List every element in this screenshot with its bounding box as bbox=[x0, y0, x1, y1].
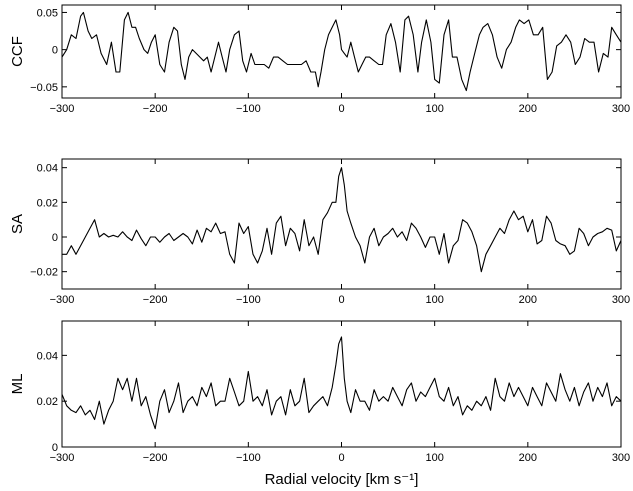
sa-xtick-label: −200 bbox=[143, 294, 168, 306]
ccf-xtick-label: −200 bbox=[143, 103, 168, 115]
ccf-ylabel: CCF bbox=[9, 36, 26, 67]
sa-ytick-label: 0.04 bbox=[37, 163, 58, 175]
ml-xtick-label: −100 bbox=[236, 452, 261, 464]
ml-xtick-label: 0 bbox=[338, 452, 344, 464]
sa-ytick-label: 0.02 bbox=[37, 197, 58, 209]
ccf-xtick-label: 0 bbox=[338, 103, 344, 115]
sa-axes-frame bbox=[62, 159, 621, 289]
ml-xtick-label: 200 bbox=[519, 452, 537, 464]
ml-ytick-label: 0 bbox=[52, 442, 58, 454]
ml-ylabel: ML bbox=[9, 374, 26, 395]
ccf-ytick-label: 0 bbox=[52, 45, 58, 57]
ml-xtick-label: 300 bbox=[612, 452, 630, 464]
sa-xtick-label: −300 bbox=[50, 294, 75, 306]
ccf-xtick-label: −300 bbox=[50, 103, 75, 115]
sa-ytick-label: −0.02 bbox=[30, 267, 58, 279]
sa-xtick-label: 300 bbox=[612, 294, 630, 306]
ccf-series-line bbox=[62, 12, 621, 90]
ml-panel: −300 −200 −100 0 100 200 30000.020.04MLRadial … bbox=[9, 321, 630, 488]
sa-series-line bbox=[62, 168, 621, 272]
ml-ytick-label: 0.04 bbox=[37, 350, 58, 362]
sa-ytick-label: 0 bbox=[52, 232, 58, 244]
ccf-xtick-label: 300 bbox=[612, 103, 630, 115]
sa-ylabel: SA bbox=[9, 214, 26, 234]
sa-xtick-label: −100 bbox=[236, 294, 261, 306]
sa-xtick-label: 0 bbox=[338, 294, 344, 306]
ccf-panel: −300 −200 −100 0 100 200 300 −0.05 0 0.05 CCF bbox=[9, 5, 630, 115]
ml-xtick-label: 100 bbox=[425, 452, 443, 464]
ccf-ytick-label: −0.05 bbox=[30, 82, 58, 94]
ccf-ytick-label: 0.05 bbox=[37, 7, 58, 19]
ccf-xtick-label: 200 bbox=[519, 103, 537, 115]
sa-xtick-label: 200 bbox=[519, 294, 537, 306]
ml-series-line bbox=[62, 337, 621, 429]
ml-ytick-label: 0.02 bbox=[37, 396, 58, 408]
sa-xtick-label: 100 bbox=[425, 294, 443, 306]
sa-panel: −300 −200 −100 0 100 200 300 −0.02 0 0.02 0.04 SA bbox=[9, 159, 630, 306]
ml-xtick-label: −200 bbox=[143, 452, 168, 464]
ccf-xtick-label: −100 bbox=[236, 103, 261, 115]
ccf-xtick-label: 100 bbox=[425, 103, 443, 115]
xaxis-label: Radial velocity [km s⁻¹] bbox=[265, 471, 419, 488]
